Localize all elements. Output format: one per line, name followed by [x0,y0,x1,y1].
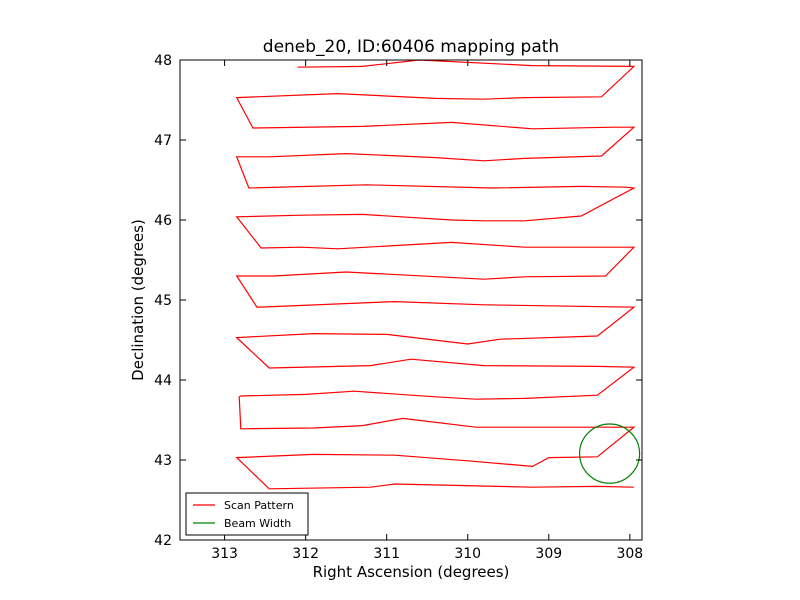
x-tick-label: 313 [211,546,238,562]
chart-title: deneb_20, ID:60406 mapping path [263,37,559,57]
data-layer [235,59,641,490]
y-tick-label: 45 [154,293,172,309]
plot-frame [179,59,643,541]
x-tick-label: 310 [454,546,481,562]
y-axis-label: Declination (degrees) [129,219,147,381]
y-tick-label: 47 [154,133,172,149]
legend-label-scan-pattern: Scan Pattern [224,499,294,512]
legend-box [185,492,309,536]
x-tick-label: 312 [292,546,319,562]
x-axis-label: Right Ascension (degrees) [313,563,510,581]
series-circle-beam-width [578,423,641,484]
y-tick-label: 44 [154,373,172,389]
legend-label-beam-width: Beam Width [224,517,291,530]
legend: Scan Pattern Beam Width [185,492,309,536]
y-tick-label: 42 [154,533,172,549]
y-tick-label: 48 [154,53,172,69]
x-tick-label: 308 [616,546,643,562]
ticks-layer: 313 312 311 310 309 308 42 43 44 45 46 47 48 [154,53,643,562]
x-tick-label: 309 [535,546,562,562]
y-tick-label: 46 [154,213,172,229]
plot-area [180,60,642,540]
y-tick-label: 43 [154,453,172,469]
x-tick-label: 311 [373,546,400,562]
series-line-scan-pattern [235,59,636,490]
